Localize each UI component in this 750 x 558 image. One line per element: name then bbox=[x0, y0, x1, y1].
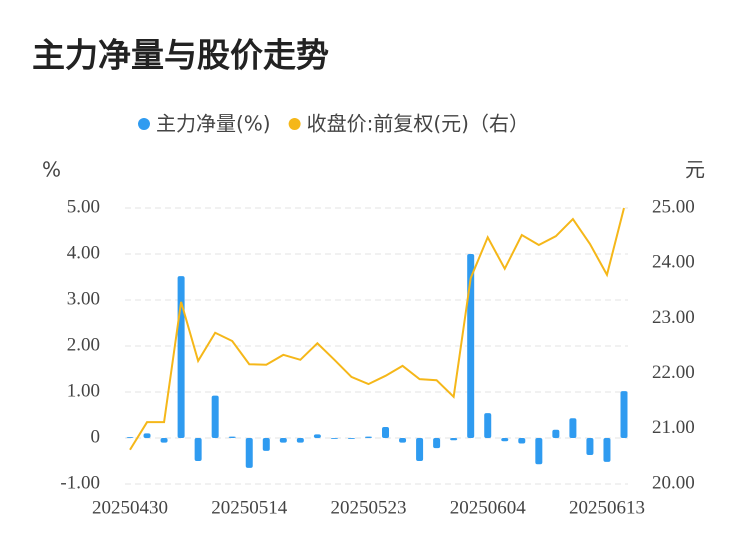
bar bbox=[467, 254, 475, 438]
x-tick-label: 20250430 bbox=[92, 497, 168, 518]
bar bbox=[433, 438, 441, 449]
bar bbox=[296, 438, 304, 443]
bar bbox=[450, 438, 458, 441]
y2-tick-label: 23.00 bbox=[652, 307, 695, 328]
y-tick-label: 0 bbox=[91, 426, 101, 447]
y2-tick-label: 24.00 bbox=[652, 252, 695, 273]
y-tick-label: 1.00 bbox=[67, 380, 100, 401]
y2-tick-label: 25.00 bbox=[652, 196, 695, 217]
y2-tick-label: 22.00 bbox=[652, 362, 695, 383]
bar bbox=[330, 438, 338, 439]
bar bbox=[245, 438, 253, 468]
legend-marker bbox=[138, 118, 150, 130]
bar bbox=[160, 438, 168, 443]
y2-tick-label: 21.00 bbox=[652, 417, 695, 438]
y-tick-label: -1.00 bbox=[60, 472, 100, 493]
bar bbox=[313, 434, 321, 438]
y2-axis-label: 元 bbox=[685, 158, 705, 182]
price-line bbox=[129, 207, 625, 451]
bar bbox=[399, 438, 407, 443]
x-tick-label: 20250523 bbox=[330, 497, 406, 518]
bar bbox=[347, 438, 355, 439]
x-tick-label: 20250514 bbox=[211, 497, 288, 518]
y-tick-label: 4.00 bbox=[67, 242, 100, 263]
bar bbox=[126, 437, 134, 438]
bar bbox=[177, 276, 185, 438]
bar bbox=[518, 438, 526, 444]
y-tick-label: 3.00 bbox=[67, 288, 100, 309]
legend-label: 主力净量(%) bbox=[156, 112, 271, 136]
bar bbox=[382, 426, 390, 438]
x-tick-label: 20250613 bbox=[569, 497, 645, 518]
y-tick-label: 2.00 bbox=[67, 334, 100, 355]
y-axis-label: % bbox=[42, 158, 61, 182]
bar bbox=[569, 418, 577, 438]
chart-title: 主力净量与股价走势 bbox=[32, 36, 329, 75]
legend-marker bbox=[288, 118, 301, 130]
bar bbox=[143, 433, 151, 438]
bar bbox=[586, 438, 594, 456]
bar bbox=[416, 438, 424, 461]
legend-label: 收盘价:前复权(元)（右） bbox=[307, 112, 529, 136]
bar bbox=[228, 436, 236, 438]
bar bbox=[535, 438, 543, 465]
bar bbox=[552, 429, 560, 438]
y-tick-label: 5.00 bbox=[67, 196, 100, 217]
bar bbox=[501, 438, 509, 442]
bar bbox=[262, 438, 270, 451]
bar bbox=[194, 438, 202, 461]
x-tick-label: 20250604 bbox=[450, 497, 527, 518]
bar bbox=[279, 438, 287, 443]
bar bbox=[603, 438, 611, 462]
bar bbox=[211, 395, 219, 438]
bar bbox=[364, 436, 372, 438]
bar bbox=[484, 413, 492, 438]
bar bbox=[620, 391, 628, 438]
y2-tick-label: 20.00 bbox=[652, 472, 695, 493]
